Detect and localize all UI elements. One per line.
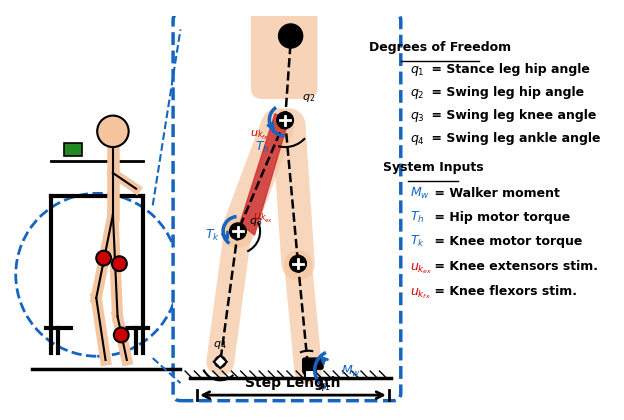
Text: = Stance leg hip angle: = Stance leg hip angle xyxy=(427,63,590,76)
Text: $u_{k_{fx}}$: $u_{k_{fx}}$ xyxy=(250,129,268,142)
Text: $q_3$: $q_3$ xyxy=(249,216,262,228)
Text: $M_w$: $M_w$ xyxy=(410,186,430,201)
Circle shape xyxy=(290,255,306,272)
Polygon shape xyxy=(214,355,227,368)
Circle shape xyxy=(96,251,111,265)
Circle shape xyxy=(277,112,293,129)
Circle shape xyxy=(112,256,127,271)
Text: = Knee extensors stim.: = Knee extensors stim. xyxy=(431,260,598,273)
Text: = Knee flexors stim.: = Knee flexors stim. xyxy=(431,285,577,298)
Bar xyxy=(305,370,316,378)
Text: = Swing leg knee angle: = Swing leg knee angle xyxy=(427,109,596,122)
Text: $q_3$: $q_3$ xyxy=(410,110,425,124)
Text: $q_4$: $q_4$ xyxy=(213,339,227,351)
Text: $q_2$: $q_2$ xyxy=(302,92,315,104)
Circle shape xyxy=(114,328,129,342)
Text: $q_2$: $q_2$ xyxy=(410,87,424,101)
FancyBboxPatch shape xyxy=(251,0,318,99)
Circle shape xyxy=(97,116,129,147)
Bar xyxy=(64,143,82,156)
Text: $M_w$: $M_w$ xyxy=(341,364,361,379)
Circle shape xyxy=(230,223,246,240)
Text: = Swing leg hip angle: = Swing leg hip angle xyxy=(427,86,584,99)
Text: System Inputs: System Inputs xyxy=(383,161,484,174)
Text: $u_{k_{ex}}$: $u_{k_{ex}}$ xyxy=(410,261,432,276)
Text: $T_h$: $T_h$ xyxy=(410,210,424,225)
Text: Degrees of Freedom: Degrees of Freedom xyxy=(369,41,510,54)
Text: Step Length: Step Length xyxy=(245,376,340,390)
FancyBboxPatch shape xyxy=(173,13,401,401)
Text: $u_{k_{fx}}$: $u_{k_{fx}}$ xyxy=(410,286,431,301)
Text: = Hip motor torque: = Hip motor torque xyxy=(431,211,571,224)
Text: $T_k$: $T_k$ xyxy=(410,234,425,249)
Text: = Knee motor torque: = Knee motor torque xyxy=(431,235,583,248)
Text: $T_h$: $T_h$ xyxy=(255,140,270,155)
Polygon shape xyxy=(240,114,289,235)
Circle shape xyxy=(303,365,314,375)
Circle shape xyxy=(215,356,226,368)
Text: = Swing leg ankle angle: = Swing leg ankle angle xyxy=(427,132,600,145)
Text: $q_1$: $q_1$ xyxy=(410,64,425,78)
Circle shape xyxy=(278,24,303,48)
Text: = Walker moment: = Walker moment xyxy=(431,187,560,200)
Text: $u_{k_{ex}}$: $u_{k_{ex}}$ xyxy=(253,212,273,225)
Text: $q_1$: $q_1$ xyxy=(318,381,331,393)
Text: $q_4$: $q_4$ xyxy=(410,134,425,147)
Text: $T_k$: $T_k$ xyxy=(205,228,220,243)
FancyBboxPatch shape xyxy=(303,358,323,369)
